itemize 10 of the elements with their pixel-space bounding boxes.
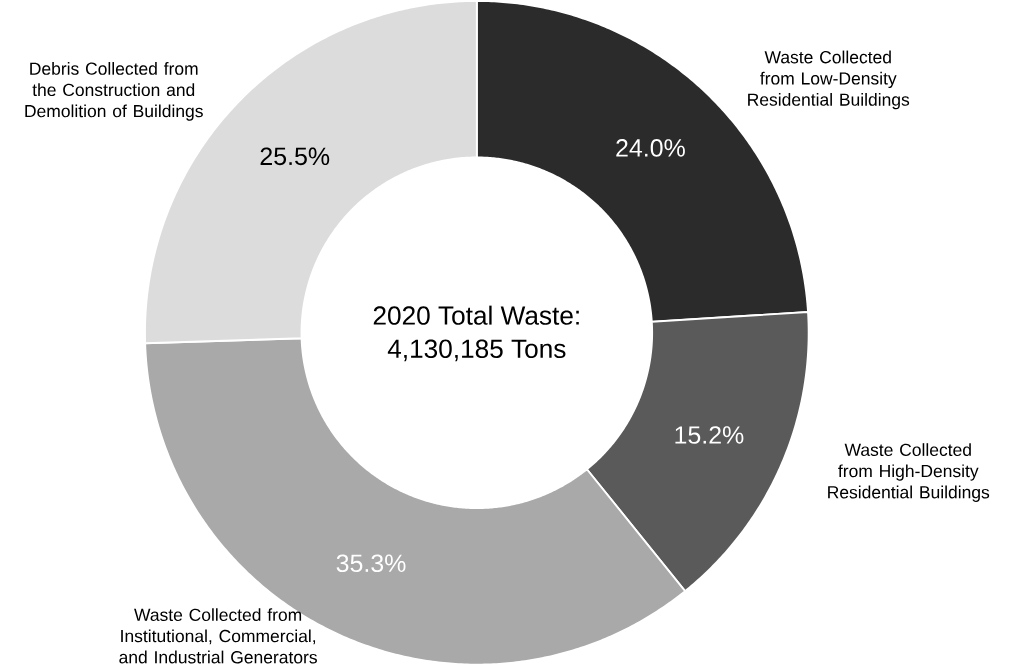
slice-label: Waste Collected from High-Density Residential Buildings [828, 443, 990, 503]
data-label: 35.3% [336, 554, 406, 573]
text: 2020 Total Waste: [373, 305, 579, 326]
data-label: 25.5% [260, 147, 330, 166]
slice-label: Waste Collected from Low-Density Residential Buildings [748, 50, 910, 110]
data-label: 24.0% [616, 139, 685, 157]
slice-label: Debris Collected from the Construction and Demolition of Buildings [25, 62, 203, 121]
slice-label: Waste Collected from Institutional, Commercial, and Industrial Generators [119, 608, 317, 664]
data-label: 15.2% [675, 426, 744, 444]
text: 4,130,185 Tons [387, 339, 566, 362]
